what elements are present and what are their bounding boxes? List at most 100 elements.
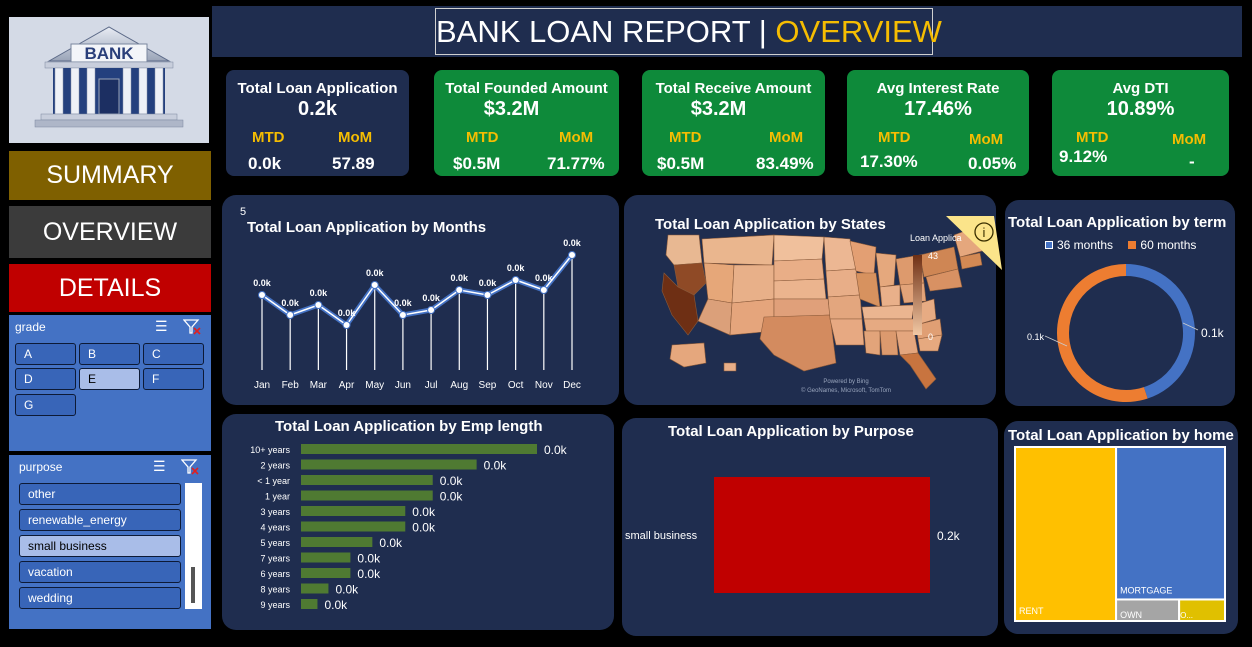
kpi-mom-value: 83.49% — [756, 154, 814, 173]
term-slice-1 — [1057, 264, 1148, 402]
month-point — [483, 291, 492, 299]
month-tick-label: Aug — [450, 380, 468, 391]
nav-overview-button[interactable]: OVERVIEW — [9, 206, 211, 258]
kpi-total-founded-amount: Total Founded Amount $3.2M MTD MoM $0.5M… — [434, 70, 619, 176]
map-legend-gradient — [913, 255, 922, 335]
clear-filter-icon[interactable] — [183, 319, 201, 335]
grade-option-f[interactable]: F — [143, 368, 204, 390]
emp-category-label: 10+ years — [250, 445, 290, 455]
month-tick-label: Jul — [425, 380, 438, 391]
emp-bar — [301, 599, 318, 609]
grade-option-b[interactable]: B — [79, 343, 140, 365]
multi-select-icon[interactable]: ☰ — [155, 318, 168, 334]
kpi-avg-dti: Avg DTI 10.89% MTD MoM 9.12% - — [1052, 70, 1229, 176]
months-chart-card: 5 Total Loan Application by Months 0.0k J… — [222, 195, 619, 405]
emp-length-chart-card: Total Loan Application by Emp length 10+… — [222, 414, 614, 630]
home-chart-title: Total Loan Application by home — [1008, 427, 1234, 444]
term-slice-0 — [1125, 264, 1195, 399]
months-series-highlight — [261, 254, 573, 327]
kpi-mom-value: 0.05% — [968, 154, 1017, 173]
term-leader-left — [1044, 335, 1068, 347]
nav-details-button[interactable]: DETAILS — [9, 264, 211, 312]
clear-filter-icon[interactable] — [181, 459, 199, 475]
states-map-card: Total Loan Application by States — [624, 195, 1002, 405]
kpi-avg-interest-rate: Avg Interest Rate 17.46% MTD MoM 17.30% … — [847, 70, 1029, 176]
purpose-slicer: purpose ☰ other renewable_energy small b… — [9, 455, 211, 629]
purpose-slicer-scrollbar[interactable] — [185, 483, 202, 609]
month-data-label: 0.0k — [281, 298, 300, 308]
purpose-bar — [714, 477, 930, 593]
kpi-mtd-value: $0.5M — [453, 154, 501, 173]
map-legend-min: 0 — [928, 332, 934, 342]
kpi-mom-label: MoM — [338, 129, 373, 146]
month-data-label: 0.0k — [479, 278, 498, 288]
emp-data-label: 0.0k — [357, 552, 381, 566]
emp-bar — [301, 552, 351, 563]
month-point — [511, 276, 520, 284]
purpose-bar-chart: small business 0.2k — [625, 477, 961, 593]
month-point — [314, 301, 323, 309]
kpi-mtd-label: MTD — [878, 129, 911, 146]
kpi-mtd-label: MTD — [1076, 129, 1109, 146]
info-callout-icon[interactable]: i — [946, 216, 1002, 272]
grade-option-c[interactable]: C — [143, 343, 204, 365]
multi-select-icon[interactable]: ☰ — [153, 458, 166, 474]
month-point — [539, 286, 548, 294]
emp-bar — [301, 568, 351, 578]
nav-summary-button[interactable]: SUMMARY — [9, 151, 211, 200]
grade-slicer: grade ☰ A B C D E F G — [9, 315, 211, 451]
month-point — [398, 311, 407, 319]
legend-swatch-36 — [1045, 241, 1053, 249]
kpi-mtd-label: MTD — [252, 129, 285, 146]
kpi-mom-value: 71.77% — [547, 154, 605, 173]
grade-option-e[interactable]: E — [79, 368, 140, 390]
purpose-option-small-business[interactable]: small business — [19, 535, 181, 557]
emp-data-label: 0.0k — [440, 490, 464, 504]
grade-option-a[interactable]: A — [15, 343, 76, 365]
purpose-chart-card: Total Loan Application by Purpose small … — [622, 418, 998, 636]
purpose-option-renewable-energy[interactable]: renewable_energy — [19, 509, 181, 531]
us-states-map[interactable]: Powered by Bing © GeoNames, Microsoft, T… — [624, 195, 996, 405]
home-other-label: O... — [1180, 611, 1193, 620]
month-point — [455, 286, 464, 294]
grade-option-d[interactable]: D — [15, 368, 76, 390]
emp-category-label: 2 years — [260, 461, 290, 471]
month-point — [370, 281, 379, 289]
header-bar — [212, 6, 1242, 57]
map-credit-bing: Powered by Bing — [823, 379, 868, 385]
scrollbar-thumb[interactable] — [191, 567, 195, 603]
emp-bar — [301, 506, 406, 516]
month-data-label: 0.0k — [366, 268, 385, 278]
kpi-total-receive-amount: Total Receive Amount $3.2M MTD MoM $0.5M… — [642, 70, 825, 176]
month-tick-label: May — [365, 380, 384, 391]
kpi-mom-value: - — [1189, 152, 1195, 171]
purpose-option-other[interactable]: other — [19, 483, 181, 505]
kpi-total-loan-application: Total Loan Application 0.2k MTD MoM 0.0k… — [226, 70, 409, 176]
kpi-mtd-label: MTD — [466, 129, 499, 146]
kpi-mom-label: MoM — [769, 129, 804, 146]
month-tick-label: Oct — [508, 380, 524, 391]
legend-36-months: 36 months — [1057, 238, 1114, 252]
month-point — [427, 306, 436, 314]
kpi-mtd-value: $0.5M — [657, 154, 705, 173]
emp-chart-title: Total Loan Application by Emp length — [275, 418, 543, 435]
kpi-mom-label: MoM — [559, 129, 594, 146]
month-data-label: 0.0k — [310, 288, 329, 298]
term-legend: 36 months 60 months — [1045, 238, 1196, 252]
purpose-chart-title: Total Loan Application by Purpose — [668, 423, 914, 440]
kpi-title: Avg DTI — [1112, 80, 1169, 97]
emp-category-label: < 1 year — [257, 476, 290, 486]
emp-data-label: 0.0k — [335, 583, 359, 597]
kpi-value: 17.46% — [904, 98, 972, 120]
term-donut-chart: 0.1k 0.1k — [1027, 264, 1225, 402]
emp-bar — [301, 583, 329, 594]
emp-bar — [301, 444, 537, 454]
grade-option-g[interactable]: G — [15, 394, 76, 416]
month-tick-label: Mar — [310, 380, 328, 391]
month-data-label: 0.0k — [563, 238, 582, 248]
emp-category-label: 8 years — [260, 585, 290, 595]
month-point — [342, 321, 351, 329]
purpose-option-wedding[interactable]: wedding — [19, 587, 181, 609]
month-tick-label: Feb — [282, 380, 300, 391]
purpose-option-vacation[interactable]: vacation — [19, 561, 181, 583]
